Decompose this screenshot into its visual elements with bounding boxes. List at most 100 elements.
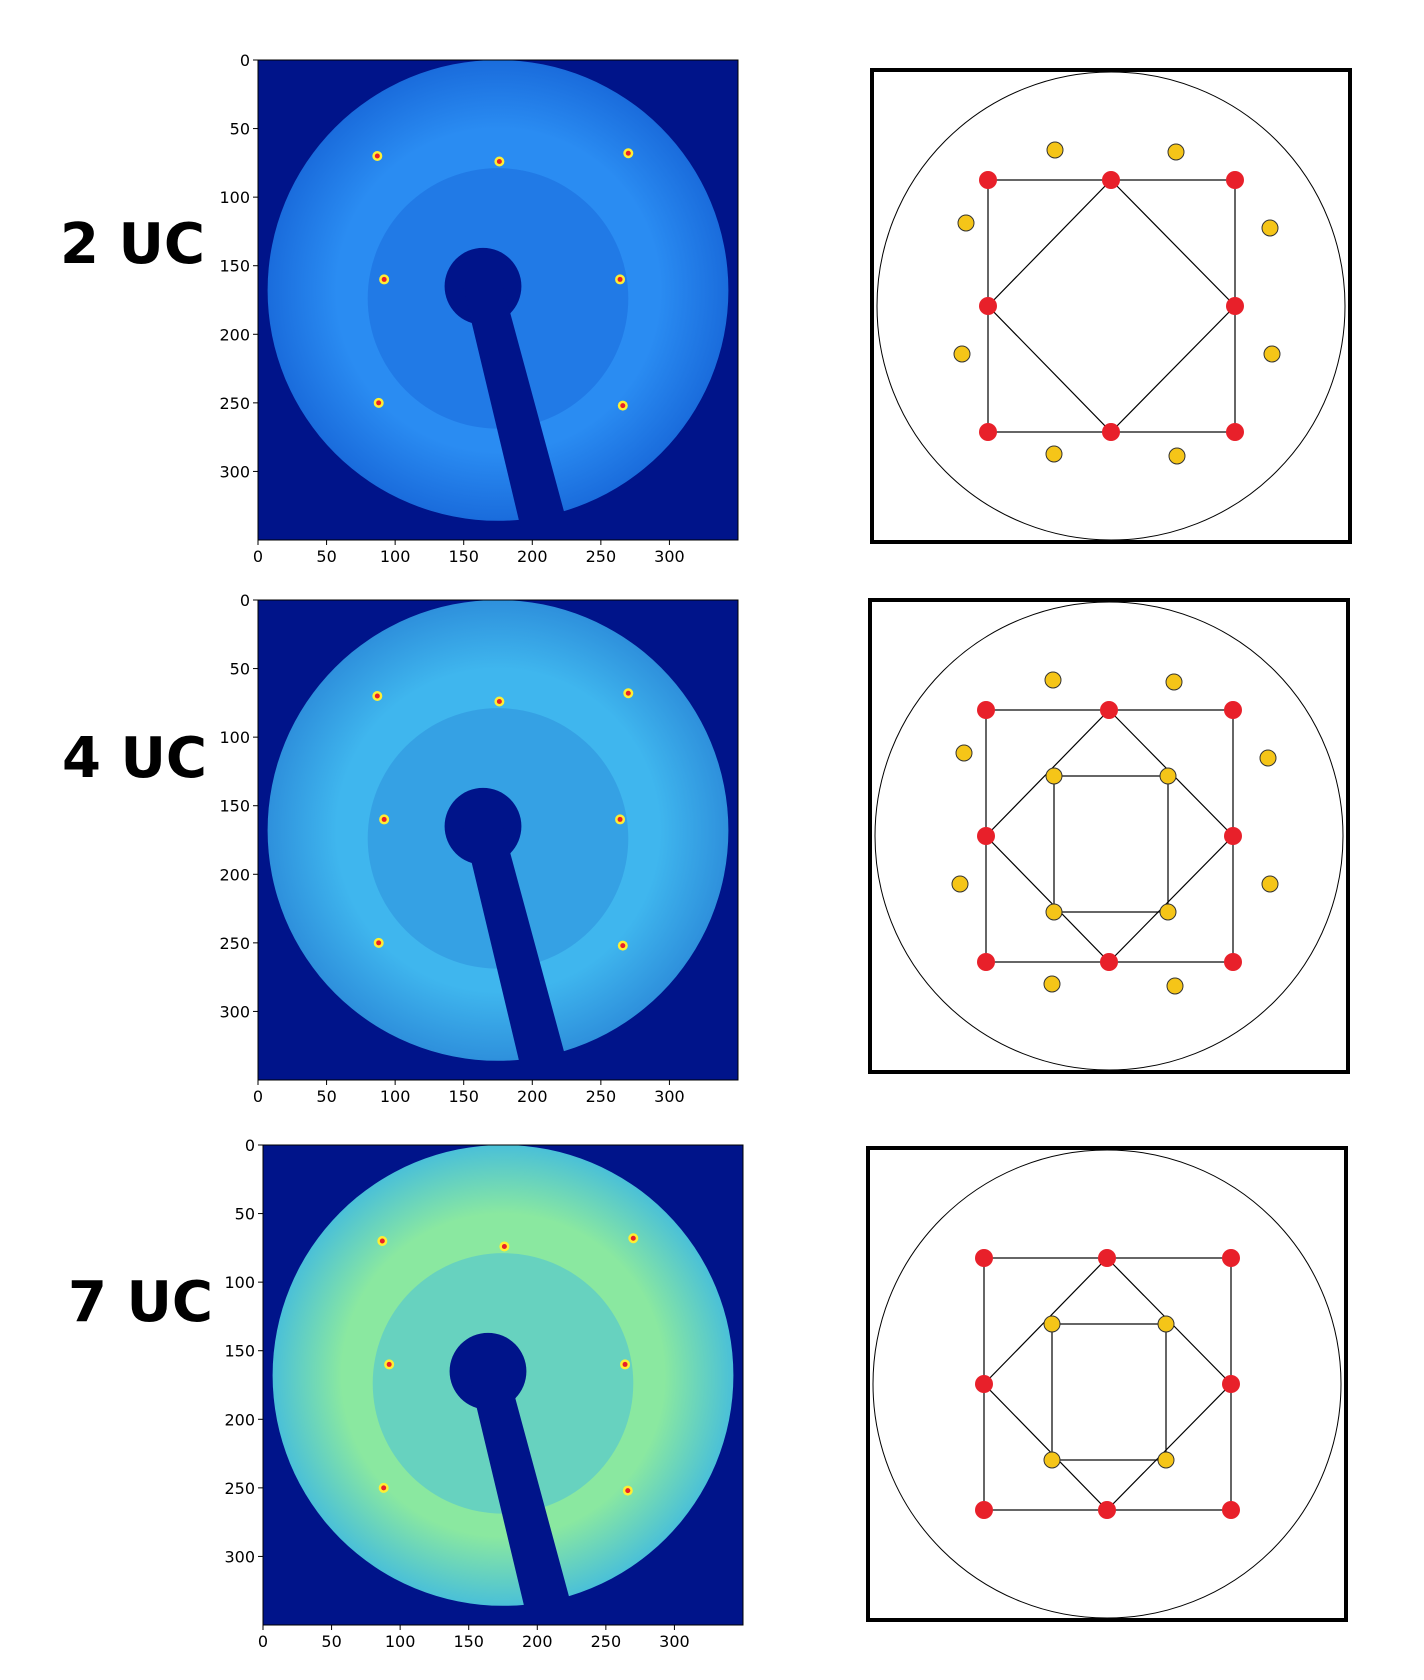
- x-tick-label: 100: [380, 547, 411, 566]
- y-tick-label: 50: [235, 1205, 255, 1224]
- y-tick-label: 50: [230, 120, 250, 139]
- yellow-spot: [1167, 143, 1185, 161]
- x-tick-label: 0: [253, 1087, 263, 1106]
- plot-frame: [257, 59, 739, 541]
- yellow-spot: [1045, 903, 1063, 921]
- yellow-spot: [1159, 767, 1177, 785]
- yellow-spot: [1263, 345, 1281, 363]
- yellow-spot: [957, 214, 975, 232]
- schematic-frame: [868, 598, 1350, 1074]
- yellow-spot: [1157, 1451, 1175, 1469]
- red-spot: [1100, 953, 1118, 971]
- y-tick-label: 0: [245, 1136, 255, 1155]
- y-tick-label: 300: [219, 462, 250, 481]
- x-tick-label: 250: [586, 1087, 617, 1106]
- red-spot: [1222, 1249, 1240, 1267]
- y-tick-label: 0: [240, 591, 250, 610]
- leed-image-4uc: 0 50 100 150 200 250 300 0 50 100 150 200 250 300: [219, 591, 739, 1106]
- y-tick-label: 150: [219, 797, 250, 816]
- holder-shadow: [463, 286, 568, 530]
- yellow-spot: [1261, 875, 1279, 893]
- red-spot: [1098, 1501, 1116, 1519]
- y-tick-label: 300: [219, 1002, 250, 1021]
- diffraction-spot-core: [617, 276, 623, 282]
- x-tick-label: 0: [258, 1632, 268, 1651]
- y-tick-label: 100: [224, 1273, 255, 1292]
- schematic-7uc: [866, 1146, 1348, 1622]
- yellow-spot: [1159, 903, 1177, 921]
- red-spot: [1224, 827, 1242, 845]
- schematic-frame: [866, 1146, 1348, 1622]
- x-tick-label: 50: [321, 1632, 341, 1651]
- y-tick-label: 150: [219, 257, 250, 276]
- red-spot: [979, 297, 997, 315]
- y-tick-label: 50: [230, 660, 250, 679]
- yellow-spot: [1259, 749, 1277, 767]
- screen-circle: [872, 1149, 1342, 1619]
- red-spot: [1222, 1375, 1240, 1393]
- x-tick-label: 50: [316, 547, 336, 566]
- x-tick-label: 250: [591, 1632, 622, 1651]
- x-tick-label: 150: [448, 1087, 479, 1106]
- x-tick-label: 100: [385, 1632, 416, 1651]
- schematic-2uc: [870, 68, 1352, 544]
- red-spot: [1226, 423, 1244, 441]
- red-spot: [977, 827, 995, 845]
- diffraction-spot-core: [381, 816, 387, 822]
- red-spot: [1224, 953, 1242, 971]
- yellow-spot: [955, 744, 973, 762]
- yellow-spot: [1043, 975, 1061, 993]
- diffraction-spot-core: [374, 153, 380, 159]
- plot-frame: [262, 1144, 744, 1626]
- diffraction-spot-core: [496, 698, 502, 704]
- x-tick-label: 300: [659, 1632, 690, 1651]
- y-tick-label: 200: [224, 1410, 255, 1429]
- screen-circle: [874, 601, 1344, 1071]
- diffraction-spot-core: [625, 150, 631, 156]
- row-label-4uc: 4 UC: [62, 726, 208, 791]
- inner-square: [1051, 1323, 1167, 1461]
- x-tick-label: 300: [654, 1087, 685, 1106]
- diffraction-spot-core: [625, 690, 631, 696]
- yellow-spot: [1046, 141, 1064, 159]
- red-spot: [979, 171, 997, 189]
- red-spot: [1222, 1501, 1240, 1519]
- inner-square: [1053, 775, 1169, 913]
- y-tick-label: 200: [219, 865, 250, 884]
- yellow-spot: [1165, 673, 1183, 691]
- red-spot: [1102, 423, 1120, 441]
- x-tick-label: 50: [316, 1087, 336, 1106]
- y-tick-label: 250: [224, 1479, 255, 1498]
- diffraction-spot-core: [379, 1238, 385, 1244]
- yellow-spot: [1043, 1451, 1061, 1469]
- diffraction-spot-core: [381, 276, 387, 282]
- y-tick-label: 100: [219, 188, 250, 207]
- yellow-spot: [1044, 671, 1062, 689]
- red-spot: [1226, 297, 1244, 315]
- red-spot: [975, 1249, 993, 1267]
- diffraction-spot-core: [501, 1243, 507, 1249]
- x-tick-label: 200: [517, 547, 548, 566]
- diffraction-spot-core: [617, 816, 623, 822]
- holder-shadow: [468, 1371, 573, 1615]
- red-spot: [1102, 171, 1120, 189]
- diffraction-spot-core: [625, 1488, 631, 1494]
- red-spot: [977, 953, 995, 971]
- row-label-7uc: 7 UC: [68, 1270, 214, 1335]
- leed-image-7uc: 0 50 100 150 200 250 300 0 50 100 150 200 250 300: [224, 1136, 744, 1651]
- x-tick-label: 200: [517, 1087, 548, 1106]
- holder-shadow: [463, 826, 568, 1070]
- leed-image-2uc: 0 50 100 150 200 250 300 0 50 100 150 200 250 300: [219, 51, 739, 566]
- diffraction-spot-core: [381, 1485, 387, 1491]
- yellow-spot: [1157, 1315, 1175, 1333]
- diffraction-spot-core: [386, 1361, 392, 1367]
- y-tick-label: 200: [219, 325, 250, 344]
- diffraction-spot-core: [620, 943, 626, 949]
- yellow-spot: [1168, 447, 1186, 465]
- x-tick-label: 300: [654, 547, 685, 566]
- diffraction-spot-core: [622, 1361, 628, 1367]
- y-tick-label: 150: [224, 1342, 255, 1361]
- x-tick-label: 100: [380, 1087, 411, 1106]
- plot-frame: [257, 599, 739, 1081]
- yellow-spot: [1045, 445, 1063, 463]
